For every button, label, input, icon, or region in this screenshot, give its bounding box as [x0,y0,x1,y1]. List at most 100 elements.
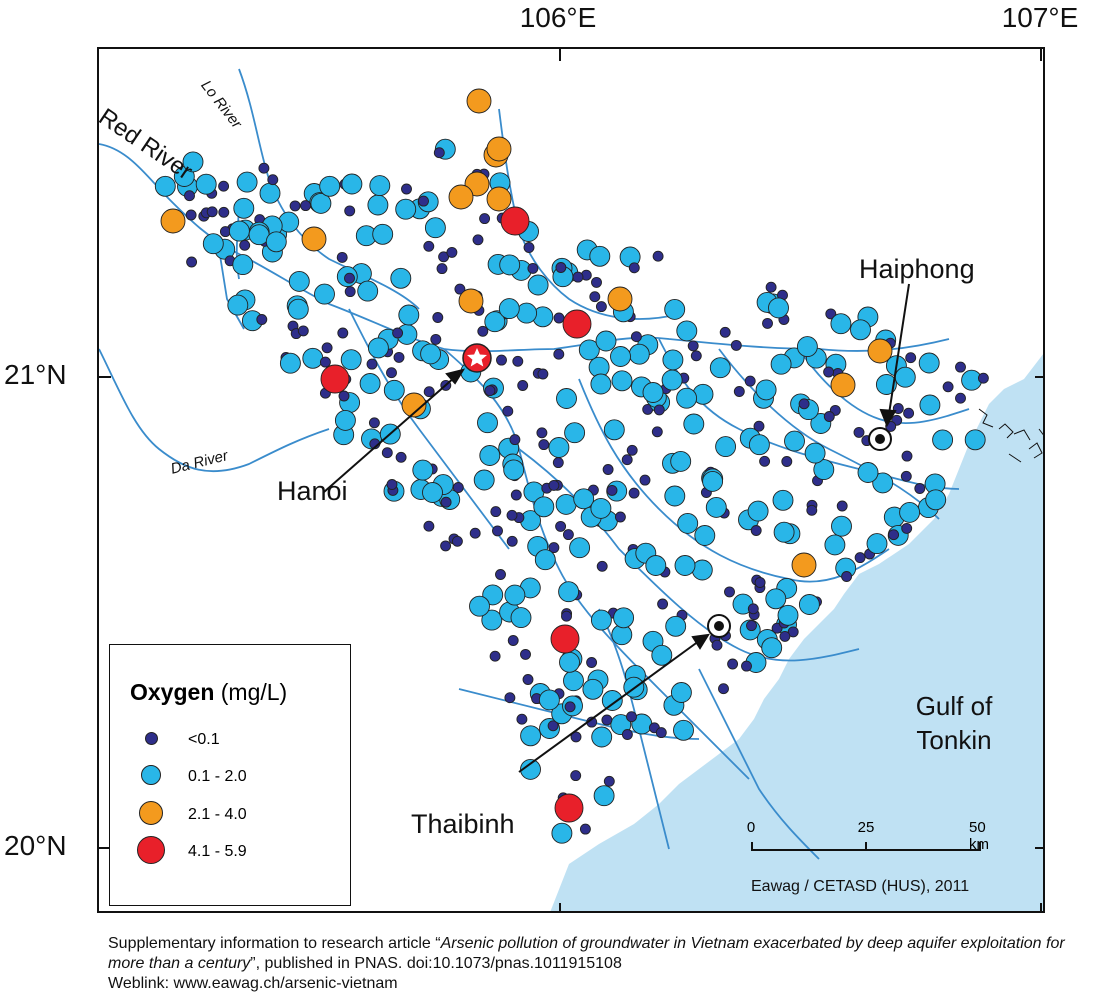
sample-point-mid [367,194,389,216]
sample-point-mid [919,394,941,416]
sample-point-mid [398,304,420,326]
sample-point-low [787,626,799,638]
sample-point-mid [665,615,687,637]
sample-point-mid [538,689,560,711]
sample-point-mid [702,470,724,492]
sample-point-low [854,552,866,564]
sample-point-mid [613,607,635,629]
sample-point-low [690,350,702,362]
sample-point-mid [372,223,394,245]
gulf-label-line1: Gulf of [915,691,993,721]
sample-point-mid [628,343,650,365]
sample-point-mid [661,369,683,391]
sample-point-mid [664,298,686,320]
sample-point-mid [761,637,783,659]
sample-point-low [733,386,745,397]
sample-point-mid [534,549,556,571]
sample-point-low [490,506,502,518]
sample-point-mid [875,374,897,395]
sample-point-mid [310,192,332,214]
sample-point-mid [533,496,555,518]
sample-point-low [401,183,412,195]
sample-point-mid [676,320,698,342]
scale-bar-line [751,842,981,851]
sample-point-very-high [562,309,592,339]
caption-suffix: ”, published in PNAS. doi:10.1073/pnas.1… [250,955,622,972]
sample-point-low [218,206,230,218]
sample-point-mid [796,336,818,358]
sample-point-mid [747,500,769,522]
sample-point-low [888,529,900,541]
sample-point-low [548,479,560,491]
sample-point-low [548,542,560,554]
sample-point-low [219,226,231,238]
sample-point-low [750,525,762,536]
sample-point-low [564,701,576,713]
latitude-label-21: 21°N [4,359,67,390]
scale-label-25: 25 [857,819,875,836]
sample-point-low [781,456,793,467]
sample-point-mid [932,429,954,451]
sample-point-low [432,312,444,323]
sample-point-low [836,500,848,512]
sample-point-low [595,301,607,313]
sample-point-mid [804,442,826,464]
sample-point-low [719,326,731,338]
sample-point-low [754,577,766,588]
sample-point-mid [582,678,604,700]
sample-point-high [301,226,327,252]
sample-point-mid [683,413,705,435]
sample-point-mid [563,670,584,692]
sample-point-high [401,392,427,418]
sample-point-low [628,262,640,274]
sample-point-mid [520,758,541,780]
sample-point-mid [664,485,686,507]
sample-point-low [639,474,651,486]
sample-point-low [651,426,663,438]
sample-point-low [392,327,404,339]
sample-point-low [512,355,524,367]
scale-label-0: 0 [746,819,756,836]
sample-point-mid [603,419,625,441]
sample-point-mid [367,337,389,359]
sample-point-mid [548,437,570,458]
sample-point-mid [601,690,623,711]
sample-point-low [516,713,528,725]
sample-point-mid [765,588,787,610]
sample-point-mid [768,297,789,319]
sample-point-low [914,483,926,494]
sample-point-low [418,195,429,207]
sample-point-low [841,571,853,582]
sample-point-mid [590,497,612,519]
sample-point-mid [527,274,549,296]
sample-point-high [867,338,893,364]
sample-point-low [484,385,496,397]
sample-point-mid [755,379,777,401]
sample-point-mid [314,283,335,305]
map-canvas [99,49,1043,911]
sample-point-low [724,586,735,598]
sample-point-high [160,208,186,234]
sample-point-low [903,407,915,419]
sample-point-low [746,620,757,632]
sample-point-low [589,291,601,303]
sample-point-mid [551,822,573,844]
sample-point-mid [645,555,667,576]
sample-point-low [344,205,356,217]
sample-point-low [440,540,452,552]
sample-point-low [901,522,913,534]
sample-point-high [458,288,484,314]
sample-point-low [806,504,818,516]
sample-point-low [942,381,954,393]
sample-point-mid [556,388,577,409]
sample-point-low [502,405,514,417]
sample-point-mid [674,555,696,576]
sample-point-mid [520,725,542,747]
sample-point-mid [830,313,852,335]
sample-point-low [553,348,565,360]
sample-point-mid [824,534,846,556]
sample-point-low [779,630,791,642]
sample-point-low [753,420,765,432]
pointer-arrows [323,283,910,773]
sample-point-mid [420,343,442,365]
